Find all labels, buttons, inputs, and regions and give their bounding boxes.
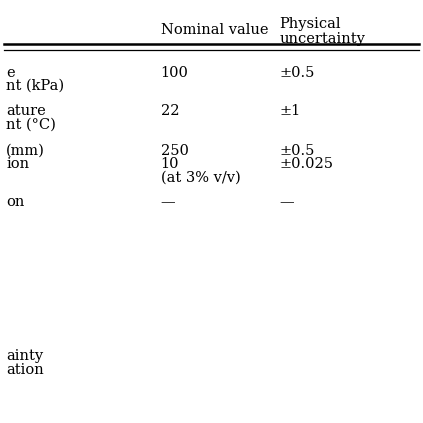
Text: ±0.025: ±0.025: [279, 157, 333, 171]
Text: nt (kPa): nt (kPa): [6, 79, 64, 93]
Text: nt (°C): nt (°C): [6, 117, 56, 131]
Text: Nominal value: Nominal value: [161, 23, 268, 37]
Text: —: —: [161, 195, 176, 209]
Text: —: —: [279, 195, 294, 209]
Text: ±1: ±1: [279, 104, 300, 118]
Text: ature: ature: [6, 104, 46, 118]
Text: on: on: [6, 195, 25, 209]
Text: ion: ion: [6, 157, 30, 171]
Text: ation: ation: [6, 363, 44, 376]
Text: e: e: [6, 66, 15, 80]
Text: Physical: Physical: [279, 17, 341, 31]
Text: 10: 10: [161, 157, 179, 171]
Text: 22: 22: [161, 104, 179, 118]
Text: uncertainty: uncertainty: [279, 32, 365, 46]
Text: ±0.5: ±0.5: [279, 144, 315, 158]
Text: ainty: ainty: [6, 349, 44, 363]
Text: 100: 100: [161, 66, 189, 80]
Text: (mm): (mm): [6, 144, 45, 158]
Text: ±0.5: ±0.5: [279, 66, 315, 80]
Text: (at 3% v/v): (at 3% v/v): [161, 171, 241, 185]
Text: 250: 250: [161, 144, 189, 158]
